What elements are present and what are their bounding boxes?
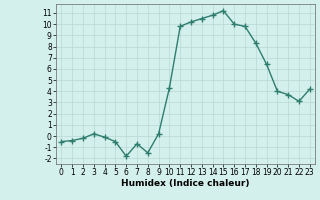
X-axis label: Humidex (Indice chaleur): Humidex (Indice chaleur): [121, 179, 250, 188]
